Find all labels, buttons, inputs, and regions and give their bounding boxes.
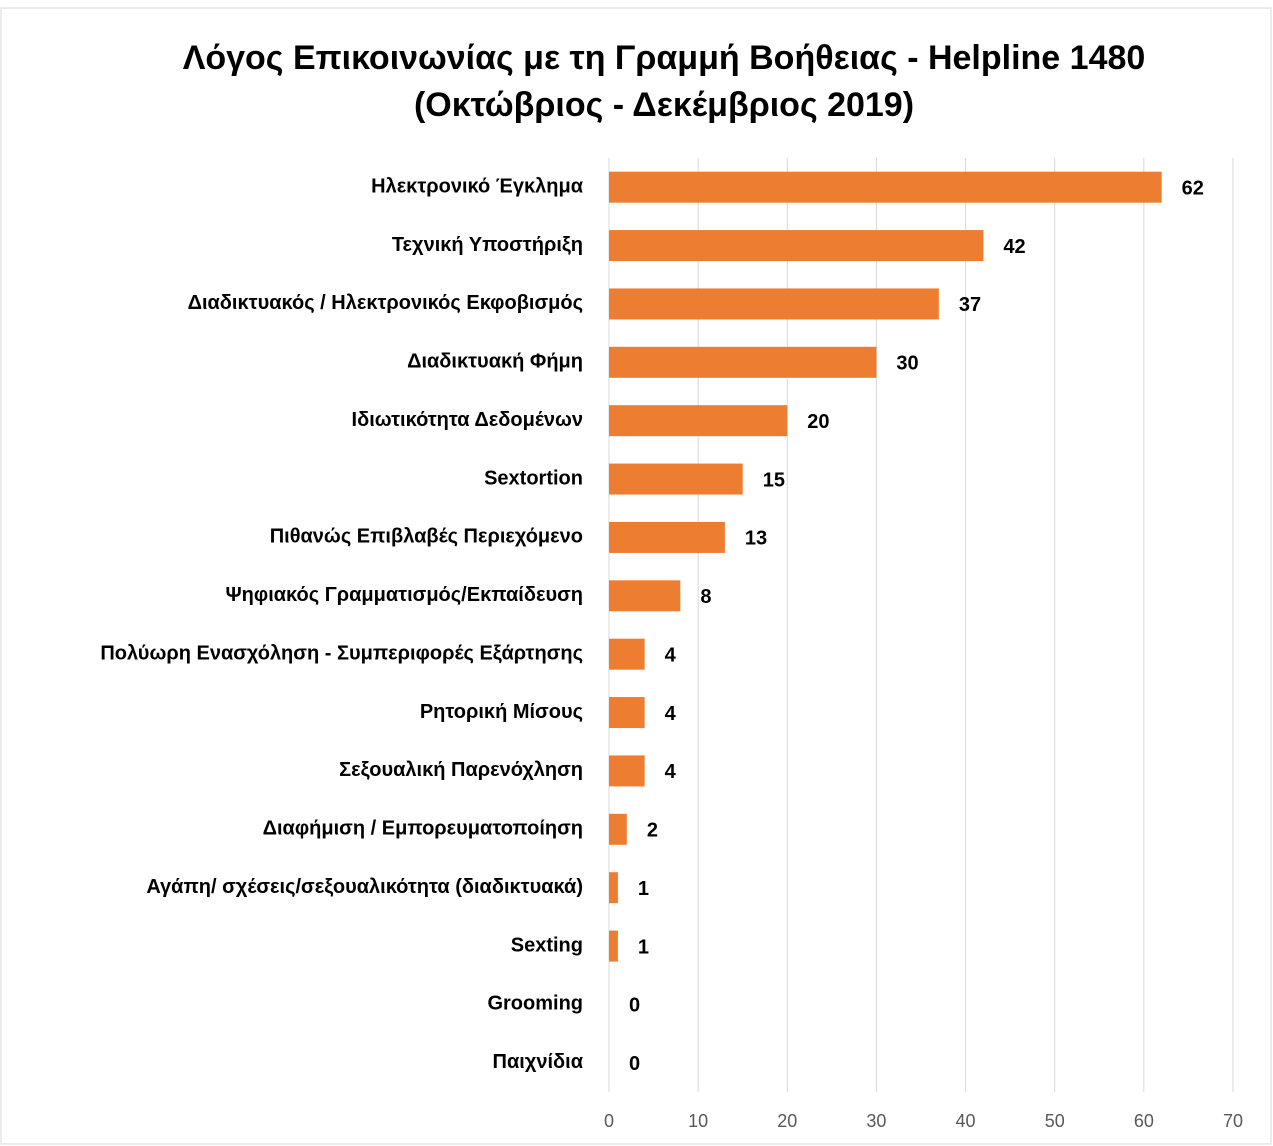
y-tick-label: Παιχνίδια — [493, 1051, 584, 1073]
bar — [609, 638, 645, 670]
bar — [609, 872, 618, 904]
value-label: 1 — [638, 878, 649, 900]
x-tick-label: 30 — [866, 1111, 886, 1131]
bar — [609, 697, 645, 729]
value-label: 8 — [700, 586, 711, 608]
value-label: 42 — [1003, 236, 1025, 258]
x-tick-label: 20 — [777, 1111, 797, 1131]
chart-title: Λόγος Επικοινωνίας με τη Γραμμή Βοήθειας… — [183, 39, 1146, 77]
y-tick-label: Sexting — [511, 934, 583, 956]
value-label: 0 — [629, 995, 640, 1017]
value-label: 4 — [665, 644, 677, 666]
x-tick-label: 40 — [956, 1111, 976, 1131]
value-label: 37 — [959, 294, 981, 316]
y-tick-label: Ρητορική Μίσους — [420, 701, 583, 723]
value-label: 20 — [807, 411, 829, 433]
y-tick-label: Πιθανώς Επιβλαβές Περιεχόμενο — [270, 526, 583, 548]
y-tick-label: Sextortion — [484, 467, 583, 489]
value-label: 30 — [896, 353, 918, 375]
y-tick-label: Ηλεκτρονικό Έγκλημα — [371, 175, 584, 197]
value-label: 1 — [638, 936, 649, 958]
bar — [609, 230, 984, 262]
bar — [609, 288, 939, 320]
y-tick-label: Ψηφιακός Γραμματισμός/Εκπαίδευση — [225, 584, 583, 606]
chart-subtitle: (Οκτώβριος - Δεκέμβριος 2019) — [414, 86, 914, 124]
y-tick-label: Grooming — [487, 993, 583, 1015]
bar — [609, 463, 743, 495]
value-label: 4 — [665, 761, 677, 783]
y-tick-label: Σεξουαλική Παρενόχληση — [339, 759, 583, 781]
bar — [609, 580, 681, 612]
bar — [609, 755, 645, 787]
x-tick-label: 0 — [604, 1111, 614, 1131]
x-tick-label: 50 — [1045, 1111, 1065, 1131]
value-label: 2 — [647, 820, 658, 842]
bar — [609, 521, 725, 553]
y-tick-label: Διαδικτυακή Φήμη — [407, 351, 583, 373]
y-tick-label: Διαφήμιση / Εμπορευματοποίηση — [263, 818, 583, 840]
value-label: 0 — [629, 1053, 640, 1075]
y-tick-label: Πολύωρη Ενασχόληση - Συμπεριφορές Εξάρτη… — [100, 642, 583, 664]
y-tick-label: Αγάπη/ σχέσεις/σεξουαλικότητα (διαδικτυα… — [146, 876, 583, 898]
x-tick-label: 60 — [1134, 1111, 1154, 1131]
y-tick-label: Ιδιωτικότητα Δεδομένων — [352, 409, 583, 431]
bar — [609, 813, 627, 845]
y-tick-label: Τεχνική Υποστήριξη — [392, 234, 583, 256]
x-tick-label: 70 — [1223, 1111, 1243, 1131]
x-tick-label: 10 — [688, 1111, 708, 1131]
y-tick-label: Διαδικτυακός / Ηλεκτρονικός Εκφοβισμός — [188, 292, 583, 314]
bar — [609, 405, 788, 437]
value-label: 13 — [745, 528, 767, 550]
bar — [609, 346, 877, 378]
value-label: 4 — [665, 703, 677, 725]
bar — [609, 171, 1162, 203]
bar — [609, 930, 618, 962]
value-label: 62 — [1182, 177, 1204, 199]
value-label: 15 — [763, 469, 785, 491]
